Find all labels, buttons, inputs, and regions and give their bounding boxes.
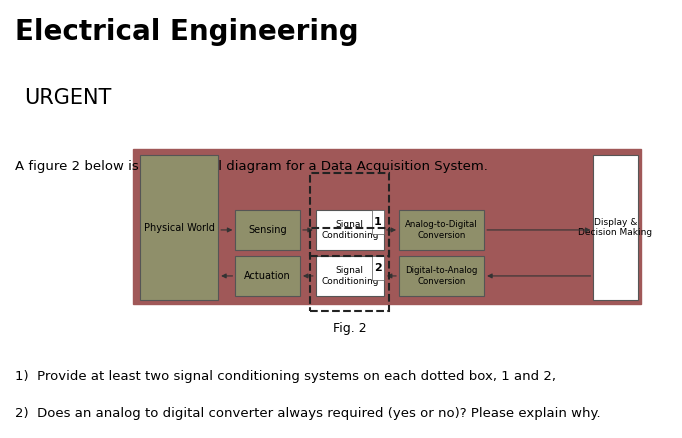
Text: Signal
Conditioning: Signal Conditioning bbox=[321, 266, 379, 286]
Bar bbox=[399, 210, 484, 250]
Bar bbox=[140, 155, 218, 300]
Bar bbox=[310, 228, 389, 311]
Text: A figure 2 below is a functional diagram for a Data Acquisition System.: A figure 2 below is a functional diagram… bbox=[15, 160, 488, 173]
Text: 2)  Does an analog to digital converter always required (yes or no)? Please expl: 2) Does an analog to digital converter a… bbox=[15, 407, 601, 420]
Bar bbox=[133, 149, 641, 304]
Bar bbox=[316, 256, 384, 296]
Bar bbox=[372, 256, 384, 280]
Bar bbox=[399, 256, 484, 296]
Text: Signal
Conditioning: Signal Conditioning bbox=[321, 220, 379, 240]
Bar bbox=[593, 155, 638, 300]
Text: Digital-to-Analog
Conversion: Digital-to-Analog Conversion bbox=[405, 266, 478, 286]
Text: URGENT: URGENT bbox=[24, 88, 111, 108]
Text: 1: 1 bbox=[374, 217, 382, 227]
Text: 2: 2 bbox=[374, 263, 382, 273]
Text: 1)  Provide at least two signal conditioning systems on each dotted box, 1 and 2: 1) Provide at least two signal condition… bbox=[15, 370, 556, 383]
Text: Electrical Engineering: Electrical Engineering bbox=[15, 18, 359, 46]
Text: Actuation: Actuation bbox=[244, 271, 291, 281]
Text: Physical World: Physical World bbox=[144, 223, 214, 233]
Text: Sensing: Sensing bbox=[248, 225, 287, 235]
Bar bbox=[310, 173, 389, 256]
Text: Fig. 2: Fig. 2 bbox=[333, 322, 367, 335]
Bar bbox=[316, 210, 384, 250]
Text: Display &
Decision Making: Display & Decision Making bbox=[578, 218, 653, 237]
Bar bbox=[235, 256, 300, 296]
Text: Analog-to-Digital
Conversion: Analog-to-Digital Conversion bbox=[405, 220, 478, 240]
Bar bbox=[372, 210, 384, 234]
Bar bbox=[235, 210, 300, 250]
